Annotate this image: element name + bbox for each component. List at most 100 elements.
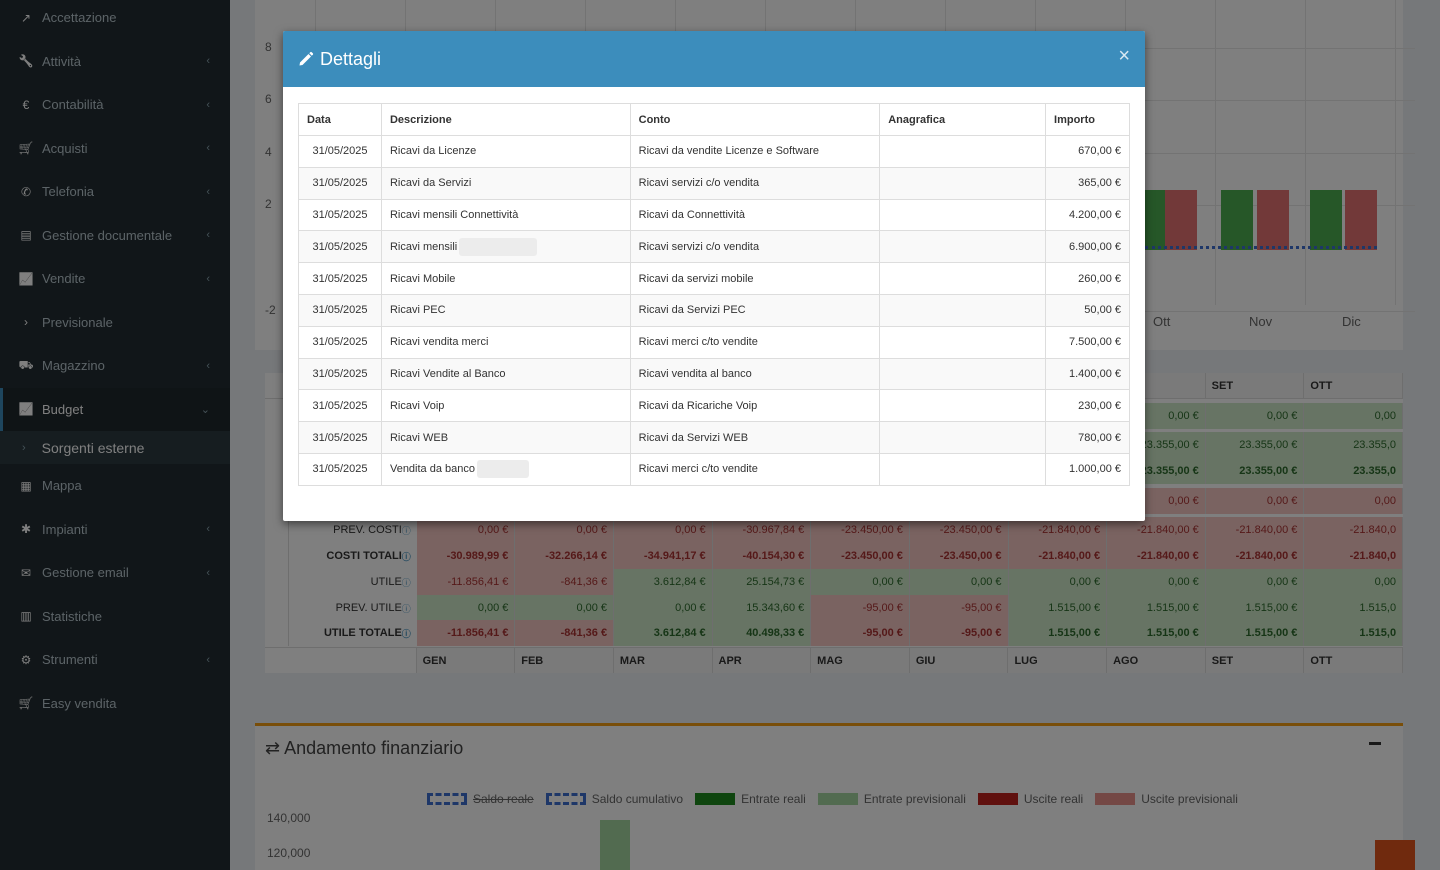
cell-conto-text: Ricavi da Servizi PEC xyxy=(638,304,746,317)
cell-descrizione-text: Ricavi Voip xyxy=(389,399,445,412)
cell-conto: Ricavi da Connettività xyxy=(629,198,881,232)
pencil-icon xyxy=(298,51,314,67)
cell-data-text: 31/05/2025 xyxy=(312,367,368,380)
cell-importo-text: 230,00 € xyxy=(1078,399,1121,412)
cell-descrizione-text: Ricavi mensili xyxy=(389,240,458,253)
cell-descrizione-text: Ricavi Vendite al Banco xyxy=(389,367,506,380)
cell-descrizione: Ricavi Vendite al Banco xyxy=(380,357,631,391)
cell-anagrafica xyxy=(879,262,1047,295)
cell-data: 31/05/2025 xyxy=(298,389,382,423)
redacted-text xyxy=(477,460,529,479)
close-button[interactable]: × xyxy=(1118,45,1130,67)
details-row[interactable]: 31/05/2025 Ricavi WEB Ricavi da Servizi WE… xyxy=(298,421,1130,454)
details-row[interactable]: 31/05/2025 Ricavi Voip Ricavi da Ricariche… xyxy=(298,389,1130,423)
details-row[interactable]: 31/05/2025 Ricavi mensili Connettività Ric… xyxy=(298,198,1130,232)
cell-importo: 6.900,00 € xyxy=(1045,230,1130,264)
details-row[interactable]: 31/05/2025 Ricavi mensili Ricavi servizi c… xyxy=(298,230,1130,264)
cell-conto: Ricavi da servizi mobile xyxy=(629,262,881,295)
cell-conto: Ricavi vendita al banco xyxy=(629,357,881,391)
cell-descrizione-text: Ricavi vendita merci xyxy=(389,336,489,349)
cell-anagrafica xyxy=(879,452,1047,486)
cell-importo: 670,00 € xyxy=(1045,135,1130,168)
cell-descrizione-text: Ricavi da Licenze xyxy=(389,145,477,158)
cell-importo-text: 6.900,00 € xyxy=(1069,240,1121,253)
cell-data-text: 31/05/2025 xyxy=(312,208,368,221)
details-table: Data Descrizione Conto Anagrafica Import… xyxy=(298,103,1130,486)
cell-descrizione: Vendita da banco xyxy=(380,452,631,486)
details-modal: Dettagli × Data Descrizione Conto Anagra… xyxy=(283,31,1145,521)
cell-importo-text: 365,00 € xyxy=(1078,177,1121,190)
details-table-header: Data Descrizione Conto Anagrafica Import… xyxy=(298,103,1130,136)
cell-data-text: 31/05/2025 xyxy=(312,272,368,285)
cell-conto: Ricavi da vendite Licenze e Software xyxy=(629,135,881,168)
cell-data: 31/05/2025 xyxy=(298,230,382,264)
column-header-descrizione[interactable]: Descrizione xyxy=(380,103,631,136)
column-header-data[interactable]: Data xyxy=(298,103,382,136)
redacted-text xyxy=(459,237,538,256)
cell-descrizione-text: Ricavi WEB xyxy=(389,431,449,444)
cell-descrizione-text: Vendita da banco xyxy=(389,463,475,476)
cell-data: 31/05/2025 xyxy=(298,452,382,486)
cell-descrizione-text: Ricavi mensili Connettività xyxy=(389,208,519,221)
column-header-conto[interactable]: Conto xyxy=(629,103,881,136)
cell-conto-text: Ricavi da vendite Licenze e Software xyxy=(638,145,820,158)
cell-anagrafica xyxy=(879,166,1047,200)
cell-conto: Ricavi servizi c/o vendita xyxy=(629,230,881,264)
details-row[interactable]: 31/05/2025 Vendita da banco Ricavi merci c… xyxy=(298,452,1130,486)
modal-body: Data Descrizione Conto Anagrafica Import… xyxy=(283,87,1145,502)
cell-importo: 1.400,00 € xyxy=(1045,357,1130,391)
cell-importo: 7.500,00 € xyxy=(1045,325,1130,359)
cell-conto: Ricavi da Servizi WEB xyxy=(629,421,881,454)
cell-conto-text: Ricavi da Servizi WEB xyxy=(638,431,749,444)
cell-data: 31/05/2025 xyxy=(298,198,382,232)
cell-data: 31/05/2025 xyxy=(298,325,382,359)
cell-data: 31/05/2025 xyxy=(298,421,382,454)
cell-data-text: 31/05/2025 xyxy=(312,431,368,444)
cell-descrizione: Ricavi mensili Connettività xyxy=(380,198,631,232)
cell-conto: Ricavi merci c/to vendite xyxy=(629,325,881,359)
cell-data-text: 31/05/2025 xyxy=(312,336,368,349)
cell-data-text: 31/05/2025 xyxy=(312,399,368,412)
cell-conto-text: Ricavi merci c/to vendite xyxy=(638,463,758,476)
cell-conto-text: Ricavi servizi c/o vendita xyxy=(638,177,760,190)
cell-importo-text: 1.400,00 € xyxy=(1069,367,1121,380)
cell-descrizione: Ricavi vendita merci xyxy=(380,325,631,359)
cell-anagrafica xyxy=(879,421,1047,454)
cell-importo: 260,00 € xyxy=(1045,262,1130,295)
cell-descrizione: Ricavi WEB xyxy=(380,421,631,454)
cell-data: 31/05/2025 xyxy=(298,262,382,295)
cell-conto-text: Ricavi merci c/to vendite xyxy=(638,336,758,349)
details-row[interactable]: 31/05/2025 Ricavi Vendite al Banco Ricavi … xyxy=(298,357,1130,391)
cell-importo: 1.000,00 € xyxy=(1045,452,1130,486)
cell-importo: 230,00 € xyxy=(1045,389,1130,423)
details-row[interactable]: 31/05/2025 Ricavi da Licenze Ricavi da ven… xyxy=(298,135,1130,168)
cell-conto-text: Ricavi da Ricariche Voip xyxy=(638,399,758,412)
cell-importo-text: 780,00 € xyxy=(1078,431,1121,444)
cell-data: 31/05/2025 xyxy=(298,166,382,200)
cell-descrizione: Ricavi PEC xyxy=(380,293,631,327)
column-header-importo[interactable]: Importo xyxy=(1045,103,1130,136)
cell-importo-text: 50,00 € xyxy=(1084,304,1121,317)
cell-descrizione: Ricavi mensili xyxy=(380,230,631,264)
cell-conto-text: Ricavi da servizi mobile xyxy=(638,272,754,285)
cell-conto: Ricavi da Ricariche Voip xyxy=(629,389,881,423)
cell-anagrafica xyxy=(879,293,1047,327)
cell-anagrafica xyxy=(879,230,1047,264)
cell-importo-text: 260,00 € xyxy=(1078,272,1121,285)
modal-header: Dettagli × xyxy=(283,31,1145,87)
cell-data: 31/05/2025 xyxy=(298,357,382,391)
cell-anagrafica xyxy=(879,135,1047,168)
cell-data-text: 31/05/2025 xyxy=(312,177,368,190)
column-header-anagrafica[interactable]: Anagrafica xyxy=(879,103,1047,136)
cell-data-text: 31/05/2025 xyxy=(312,304,368,317)
cell-data-text: 31/05/2025 xyxy=(312,463,368,476)
cell-descrizione-text: Ricavi PEC xyxy=(389,304,446,317)
details-row[interactable]: 31/05/2025 Ricavi da Servizi Ricavi serviz… xyxy=(298,166,1130,200)
details-row[interactable]: 31/05/2025 Ricavi vendita merci Ricavi mer… xyxy=(298,325,1130,359)
cell-data-text: 31/05/2025 xyxy=(312,240,368,253)
cell-anagrafica xyxy=(879,389,1047,423)
cell-importo-text: 670,00 € xyxy=(1078,145,1121,158)
cell-conto-text: Ricavi vendita al banco xyxy=(638,367,752,380)
details-row[interactable]: 31/05/2025 Ricavi Mobile Ricavi da servizi… xyxy=(298,262,1130,295)
details-row[interactable]: 31/05/2025 Ricavi PEC Ricavi da Servizi PE… xyxy=(298,293,1130,327)
